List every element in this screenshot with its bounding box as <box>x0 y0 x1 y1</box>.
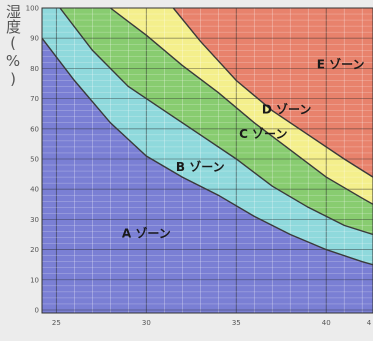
grid-lines <box>42 8 373 313</box>
y-tick-label: 20 <box>30 246 39 254</box>
y-tick-label: 40 <box>30 186 39 194</box>
x-tick-label: 4 <box>367 319 372 327</box>
y-tick-label: 70 <box>30 95 39 103</box>
x-tick-label: 35 <box>232 319 241 327</box>
x-tick-label: 30 <box>142 319 151 327</box>
zone-label-2: B ゾーン <box>176 159 225 174</box>
zone-labels: A ゾーン B ゾーン C ゾーン D ゾーン E ゾーン <box>122 56 365 240</box>
y-tick-label: 10 <box>30 276 39 284</box>
y-tick-label: 80 <box>30 65 39 73</box>
zone-boundary-line <box>172 8 373 178</box>
y-axis-label: 湿度(%) <box>4 4 22 88</box>
y-tick-label: 60 <box>30 125 39 133</box>
y-tick-label: 0 <box>35 306 39 314</box>
y-tick-label: 100 <box>26 5 39 13</box>
y-axis-ticks: 0 10 20 30 40 50 60 70 80 90 100 <box>26 5 39 315</box>
y-tick-label: 50 <box>30 155 39 163</box>
zone-boundary-line <box>42 37 373 266</box>
x-tick-label: 40 <box>322 319 331 327</box>
zone-boundaries <box>42 8 373 266</box>
zone-label-3: C ゾーン <box>239 126 287 141</box>
zone-boundary-line <box>59 8 373 236</box>
y-tick-label: 30 <box>30 216 39 224</box>
x-axis-ticks: 25 30 35 40 4 <box>52 319 372 327</box>
zone-label-1: A ゾーン <box>122 226 171 241</box>
zone-label-4: D ゾーン <box>262 102 312 117</box>
zone-label-5: E ゾーン <box>317 56 365 71</box>
zone-boundary-line <box>109 8 373 205</box>
x-tick-label: 25 <box>52 319 61 327</box>
zone-areas <box>42 8 373 313</box>
plot-frame <box>41 7 373 314</box>
zone-area-5 <box>173 8 373 178</box>
y-tick-label: 90 <box>30 35 39 43</box>
